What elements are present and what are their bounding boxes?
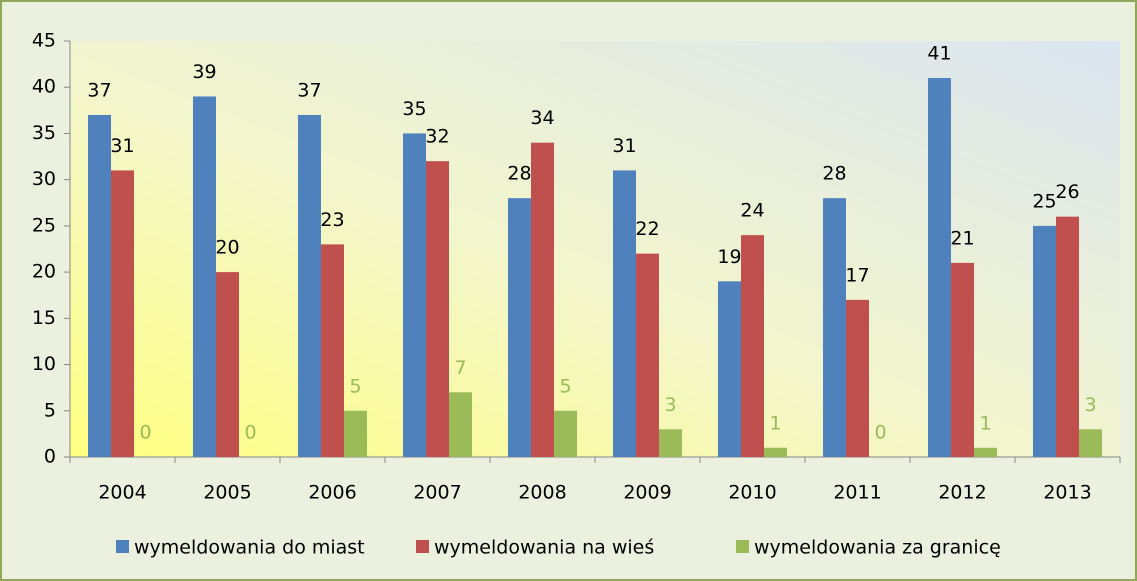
y-tick-label: 20 [32, 261, 56, 283]
bar [846, 299, 869, 457]
data-label: 20 [215, 237, 239, 259]
x-tick-label: 2004 [98, 482, 146, 504]
bar [613, 170, 636, 457]
x-tick-label: 2008 [518, 482, 566, 504]
bar [321, 244, 344, 457]
legend-label: wymeldowania do miast [134, 537, 365, 559]
y-tick-label: 40 [32, 76, 56, 98]
data-label: 17 [845, 264, 869, 286]
data-label: 3 [1084, 394, 1096, 416]
bar [193, 96, 216, 457]
data-label: 0 [139, 422, 151, 444]
bar [951, 262, 974, 457]
x-tick-label: 2006 [308, 482, 356, 504]
bar [508, 198, 531, 457]
legend-label: wymeldowania za granicę [754, 537, 1001, 559]
data-label: 28 [822, 163, 846, 185]
data-label: 23 [320, 209, 344, 231]
bar [88, 114, 111, 457]
y-tick-label: 30 [32, 168, 56, 190]
x-tick-label: 2010 [728, 482, 776, 504]
data-label: 24 [740, 200, 764, 222]
data-label: 19 [717, 246, 741, 268]
bar [111, 170, 134, 457]
bar [344, 410, 367, 457]
y-tick-label: 45 [32, 30, 56, 52]
data-label: 39 [192, 61, 216, 83]
data-label: 31 [110, 135, 134, 157]
data-label: 21 [950, 227, 974, 249]
bar [1079, 429, 1102, 457]
bar [531, 142, 554, 457]
x-tick-label: 2005 [203, 482, 251, 504]
bar [636, 253, 659, 457]
bar [823, 198, 846, 457]
x-tick-label: 2009 [623, 482, 671, 504]
bar [928, 77, 951, 457]
bar [659, 429, 682, 457]
y-tick-label: 0 [44, 446, 56, 468]
data-label: 1 [769, 412, 781, 434]
bar [426, 161, 449, 457]
x-tick-label: 2007 [413, 482, 461, 504]
bar [764, 447, 787, 457]
bar [554, 410, 577, 457]
data-label: 0 [244, 422, 256, 444]
data-label: 28 [507, 163, 531, 185]
data-label: 0 [874, 422, 886, 444]
data-label: 35 [402, 98, 426, 120]
data-label: 3 [664, 394, 676, 416]
data-label: 26 [1055, 181, 1079, 203]
bar [1033, 225, 1056, 457]
data-label: 1 [979, 412, 991, 434]
bar [216, 272, 239, 457]
data-label: 25 [1032, 190, 1056, 212]
legend-swatch [116, 540, 129, 553]
data-label: 37 [87, 79, 111, 101]
y-tick-label: 25 [32, 214, 56, 236]
bar [741, 235, 764, 457]
legend-label: wymeldowania na wieś [434, 537, 654, 559]
data-label: 34 [530, 107, 554, 129]
data-label: 5 [559, 375, 571, 397]
y-tick-label: 5 [44, 399, 56, 421]
data-label: 32 [425, 126, 449, 148]
x-tick-label: 2012 [938, 482, 986, 504]
data-label: 41 [927, 42, 951, 64]
legend-swatch [736, 540, 749, 553]
bar [974, 447, 997, 457]
bar [1056, 216, 1079, 457]
y-tick-label: 35 [32, 122, 56, 144]
bar [298, 114, 321, 457]
data-label: 5 [349, 375, 361, 397]
y-tick-label: 10 [32, 353, 56, 375]
data-label: 22 [635, 218, 659, 240]
bar [403, 133, 426, 457]
x-tick-label: 2013 [1043, 482, 1091, 504]
bar [718, 281, 741, 457]
y-tick-label: 15 [32, 307, 56, 329]
data-label: 31 [612, 135, 636, 157]
x-tick-label: 2011 [833, 482, 881, 504]
data-label: 37 [297, 79, 321, 101]
data-label: 7 [454, 357, 466, 379]
legend-swatch [416, 540, 429, 553]
bar [449, 392, 472, 457]
